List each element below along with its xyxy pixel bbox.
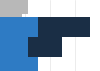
- Bar: [0, 17, 90, 37]
- Bar: [0, 17, 38, 37]
- Bar: [0, 0, 28, 14]
- Bar: [0, 37, 28, 57]
- Bar: [0, 34, 18, 54]
- Bar: [0, 57, 38, 71]
- Bar: [0, 57, 38, 71]
- Bar: [0, 37, 62, 57]
- Bar: [0, 14, 22, 34]
